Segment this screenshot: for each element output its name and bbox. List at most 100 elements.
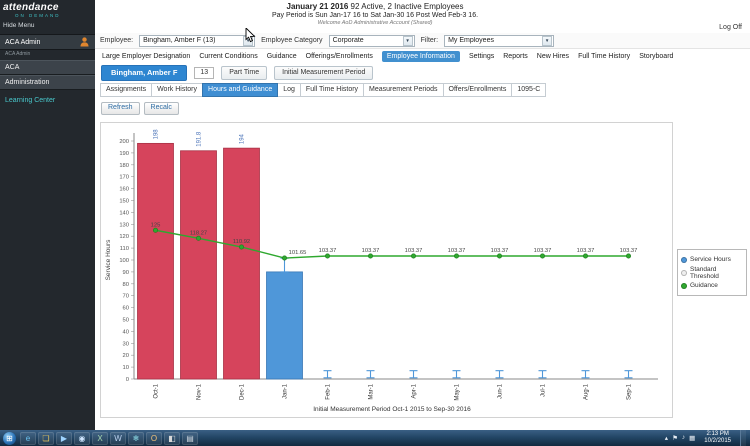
legend-label: Guidance — [690, 282, 718, 289]
svg-text:Dec-1: Dec-1 — [240, 383, 246, 400]
tab-offerings-enrollments[interactable]: Offerings/Enrollments — [305, 53, 373, 60]
windows-logo-icon: ⊞ — [6, 433, 13, 443]
legend-label: Service Hours — [690, 256, 731, 263]
legend-item-standard-threshold: Standard Threshold — [681, 265, 743, 280]
tab-settings[interactable]: Settings — [468, 53, 495, 60]
svg-text:130: 130 — [119, 222, 129, 228]
svg-text:103.37: 103.37 — [620, 248, 638, 254]
subtab-work-history[interactable]: Work History — [151, 83, 204, 97]
chevron-down-icon[interactable]: ▼ — [402, 35, 413, 46]
svg-text:180: 180 — [119, 163, 129, 169]
sidebar-item-aca[interactable]: ACA — [0, 60, 95, 75]
tab-full-time-history[interactable]: Full Time History — [578, 53, 631, 60]
log-off-link[interactable]: Log Off — [719, 24, 742, 31]
measurement-period-button[interactable]: Initial Measurement Period — [274, 66, 374, 80]
header-welcome: Welcome AoD Administrative Account (Shar… — [317, 20, 433, 26]
svg-text:140: 140 — [119, 210, 129, 216]
svg-text:101.65: 101.65 — [289, 250, 307, 256]
svg-text:10: 10 — [123, 365, 129, 371]
refresh-button[interactable]: Refresh — [101, 102, 140, 115]
sidebar-item-learning-center[interactable]: Learning Center — [5, 97, 56, 104]
svg-text:0: 0 — [126, 377, 129, 383]
tab-reports[interactable]: Reports — [503, 53, 528, 60]
clock-date: 10/2/2015 — [704, 438, 731, 444]
media-player-icon[interactable]: ▶ — [56, 431, 72, 445]
employee-category-label: Employee Category — [261, 37, 323, 44]
svg-text:100: 100 — [119, 258, 129, 264]
filter-select[interactable]: My Employees ▼ — [444, 34, 555, 47]
paint-icon[interactable]: ◧ — [164, 431, 180, 445]
subtab-full-time-history[interactable]: Full Time History — [299, 83, 365, 97]
filter-select-value: My Employees — [448, 37, 494, 44]
taskbar-clock[interactable]: 2:13 PM 10/2/2015 — [699, 431, 736, 445]
employee-category-select[interactable]: Corporate ▼ — [328, 34, 415, 47]
employee-category-value: Corporate — [332, 37, 364, 44]
excel-icon[interactable]: X — [92, 431, 108, 445]
svg-text:Initial Measurement Period Oct: Initial Measurement Period Oct-1 2015 to… — [313, 406, 471, 413]
subtab-log[interactable]: Log — [277, 83, 301, 97]
tab-new-hires[interactable]: New Hires — [536, 53, 570, 60]
system-tray: ▴ ⚑ ♪ ▦ 2:13 PM 10/2/2015 — [665, 430, 750, 446]
part-time-button[interactable]: Part Time — [221, 66, 268, 80]
network-icon[interactable]: ▦ — [689, 435, 696, 442]
chrome-icon[interactable]: ◉ — [74, 431, 90, 445]
person-icon — [80, 37, 89, 47]
chevron-down-icon[interactable]: ▼ — [243, 35, 254, 46]
hide-menu-link[interactable]: Hide Menu — [3, 22, 35, 29]
svg-text:Oct-1: Oct-1 — [154, 383, 160, 398]
employee-select[interactable]: Bingham, Amber F (13) ▼ — [139, 34, 256, 47]
subtab-1095-c[interactable]: 1095-C — [511, 83, 547, 97]
svg-text:20: 20 — [123, 353, 129, 359]
svg-text:150: 150 — [119, 199, 129, 205]
employee-name-button[interactable]: Bingham, Amber F — [101, 65, 188, 81]
tab-current-conditions[interactable]: Current Conditions — [199, 53, 258, 60]
volume-icon[interactable]: ♪ — [681, 434, 686, 441]
svg-text:110: 110 — [120, 246, 129, 252]
sidebar-item-administration[interactable]: Administration — [0, 75, 95, 90]
account-name: ACA Admin — [5, 38, 41, 46]
sidebar: attendance ON DEMAND Hide Menu ACA Admin… — [0, 0, 95, 430]
top-header: January 21 2016 92 Active, 2 Inactive Em… — [0, 0, 750, 33]
show-hidden-icons[interactable]: ▴ — [664, 435, 669, 442]
action-center-flag-icon[interactable]: ⚑ — [672, 435, 678, 442]
svg-text:200: 200 — [119, 139, 129, 145]
legend-item-guidance: Guidance — [681, 279, 743, 292]
svg-text:103.37: 103.37 — [577, 248, 595, 254]
recalc-button[interactable]: Recalc — [143, 102, 179, 115]
tab-large-employer-designation[interactable]: Large Employer Designation — [102, 53, 191, 60]
tab-employee-information[interactable]: Employee Information — [381, 51, 460, 62]
filter-label: Filter: — [420, 37, 439, 44]
service-hours-chart-panel: 0 10 20 30 40 50 60 70 80 90 100 110 120 130 140 150 160… — [100, 122, 673, 418]
header-date-line: January 21 2016 92 Active, 2 Inactive Em… — [0, 2, 750, 11]
main-content: Employee: Bingham, Amber F (13) ▼ Employ… — [95, 28, 750, 430]
subtab-measurement-periods[interactable]: Measurement Periods — [363, 83, 444, 97]
account-row[interactable]: ACA Admin — [0, 34, 95, 50]
subtab-assignments[interactable]: Assignments — [100, 83, 153, 97]
svg-text:May-1: May-1 — [455, 383, 461, 400]
legend-marker-icon — [681, 269, 687, 276]
subtab-offers-enrollments[interactable]: Offers/Enrollments — [442, 83, 513, 97]
start-button[interactable]: ⊞ — [3, 431, 16, 445]
svg-text:50: 50 — [123, 318, 129, 324]
legend-label: Standard Threshold — [690, 265, 719, 280]
notepad-icon[interactable]: ▤ — [182, 431, 198, 445]
svg-text:80: 80 — [123, 282, 129, 288]
svg-text:103.37: 103.37 — [319, 248, 337, 254]
tab-storyboard[interactable]: Storyboard — [639, 53, 674, 60]
svg-text:Nov-1: Nov-1 — [197, 383, 203, 400]
tab-guidance[interactable]: Guidance — [266, 53, 297, 60]
svg-text:90: 90 — [123, 270, 129, 276]
show-desktop-button[interactable] — [740, 430, 746, 446]
ie-icon[interactable]: e — [20, 431, 36, 445]
chevron-down-icon[interactable]: ▼ — [542, 35, 553, 46]
svg-text:103.37: 103.37 — [405, 248, 423, 254]
svg-text:190: 190 — [119, 151, 129, 157]
subtab-hours-and-guidance[interactable]: Hours and Guidance — [202, 83, 279, 97]
svg-text:Jan-1: Jan-1 — [283, 383, 289, 399]
word-icon[interactable]: W — [110, 431, 126, 445]
account-role-label: ACA Admin — [5, 51, 31, 57]
folder-icon[interactable]: ❏ — [38, 431, 54, 445]
snowflake-icon[interactable]: ❄ — [128, 431, 144, 445]
outlook-icon[interactable]: O — [146, 431, 162, 445]
